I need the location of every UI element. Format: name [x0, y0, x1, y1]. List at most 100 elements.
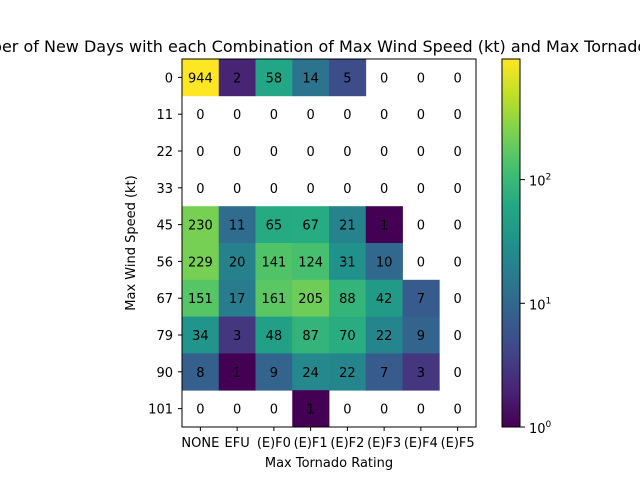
cell-value-label: 0: [380, 108, 388, 123]
x-tick-label: (E)F0: [257, 436, 291, 451]
cell-value-label: 124: [298, 255, 323, 270]
y-tick-label: 101: [148, 403, 173, 418]
cell-value-label: 161: [261, 292, 286, 307]
heatmap-cell: [182, 279, 220, 317]
cell-value-label: 5: [343, 71, 351, 86]
cell-value-label: 0: [196, 145, 204, 160]
cell-value-label: 0: [417, 145, 425, 160]
x-tick-label: (E)F1: [294, 436, 328, 451]
heatmap-cell: [329, 316, 367, 354]
heatmap-cell: [182, 316, 220, 354]
cell-value-label: 0: [270, 108, 278, 123]
cell-value-label: 0: [417, 108, 425, 123]
heatmap-cell: [292, 316, 330, 354]
x-tick-label: (E)F3: [367, 436, 401, 451]
cell-value-label: 58: [266, 71, 283, 86]
cell-value-label: 48: [266, 329, 283, 344]
colorbar-ticks: 100 101 102: [520, 173, 552, 437]
cell-value-label: 10: [376, 255, 393, 270]
x-tick-label: EFU: [225, 436, 250, 451]
heatmap-cell: [329, 243, 367, 281]
cell-value-label: 31: [339, 255, 356, 270]
cell-value-label: 20: [229, 255, 246, 270]
cell-value-label: 0: [343, 108, 351, 123]
y-axis-label: Max Wind Speed (kt): [124, 175, 139, 310]
y-tick-label: 79: [156, 329, 173, 344]
colorbar-tick-label: 102: [529, 173, 551, 190]
cell-value-label: 1: [233, 366, 241, 381]
heatmap-cell: [182, 206, 220, 244]
y-tick-label: 22: [156, 145, 173, 160]
heatmap-cell: [182, 243, 220, 281]
cell-value-label: 0: [453, 145, 461, 160]
cell-value-label: 22: [339, 366, 356, 381]
heatmap-cell: [329, 279, 367, 317]
cell-value-label: 0: [453, 403, 461, 418]
cell-value-label: 1: [306, 403, 314, 418]
cell-value-label: 0: [380, 71, 388, 86]
heatmap-cell: [365, 243, 403, 281]
cell-value-label: 8: [196, 366, 204, 381]
heatmap-cell: [218, 59, 256, 97]
cell-value-label: 2: [233, 71, 241, 86]
heatmap-cell: [255, 353, 293, 391]
x-axis-label: Max Tornado Rating: [265, 456, 393, 471]
cell-value-label: 0: [453, 255, 461, 270]
cell-value-label: 0: [233, 145, 241, 160]
heatmap-cell: [329, 353, 367, 391]
heatmap-cell: [292, 59, 330, 97]
y-axis-ticks: 0 11 22 33 45 56 67 79 90 101: [148, 71, 182, 418]
cell-value-label: 230: [188, 219, 213, 234]
cell-value-label: 9: [417, 329, 425, 344]
cell-value-label: 65: [266, 219, 283, 234]
cell-value-label: 0: [306, 108, 314, 123]
cell-value-label: 0: [233, 182, 241, 197]
cell-value-label: 0: [453, 108, 461, 123]
heatmap-cell: [255, 279, 293, 317]
colorbar: [501, 58, 521, 428]
cell-value-label: 0: [417, 255, 425, 270]
heatmap-cell: [402, 353, 440, 391]
y-tick-label: 90: [156, 366, 173, 381]
plot-frame: [181, 58, 477, 428]
cell-value-label: 0: [196, 403, 204, 418]
heatmap-cell: [218, 353, 256, 391]
heatmap-cell: [218, 316, 256, 354]
y-tick-label: 56: [156, 255, 173, 270]
heatmap-cell: [292, 353, 330, 391]
cell-value-label: 0: [343, 145, 351, 160]
heatmap-cell: [365, 353, 403, 391]
heatmap-cell: [402, 316, 440, 354]
cell-value-label: 34: [192, 329, 209, 344]
heatmap-cell: [255, 243, 293, 281]
y-tick-label: 0: [165, 71, 173, 86]
cell-value-label: 0: [417, 219, 425, 234]
cell-value-label: 0: [196, 108, 204, 123]
y-tick-label: 11: [156, 108, 173, 123]
cell-value-label: 3: [233, 329, 241, 344]
cell-value-label: 67: [302, 219, 319, 234]
cell-value-label: 0: [453, 329, 461, 344]
cell-value-label: 0: [453, 366, 461, 381]
cell-value-label: 0: [270, 403, 278, 418]
cell-value-label: 0: [380, 182, 388, 197]
heatmap-cell: [402, 279, 440, 317]
chart-title: Number of New Days with each Combination…: [0, 37, 640, 56]
cell-value-label: 0: [453, 292, 461, 307]
cell-value-label: 21: [339, 219, 356, 234]
heatmap-cell: [365, 206, 403, 244]
cell-value-label: 0: [453, 71, 461, 86]
cell-value-label: 0: [417, 403, 425, 418]
cell-value-label: 205: [298, 292, 323, 307]
cell-value-label: 0: [196, 182, 204, 197]
heatmap-cell: [292, 390, 330, 428]
y-tick-label: 67: [156, 292, 173, 307]
cell-value-label: 3: [417, 366, 425, 381]
cell-value-label: 0: [270, 182, 278, 197]
cell-value-label: 141: [261, 255, 286, 270]
cell-value-label: 0: [306, 182, 314, 197]
cell-value-label: 7: [417, 292, 425, 307]
colorbar-tick-label: 101: [529, 296, 551, 313]
cell-value-label: 14: [302, 71, 319, 86]
